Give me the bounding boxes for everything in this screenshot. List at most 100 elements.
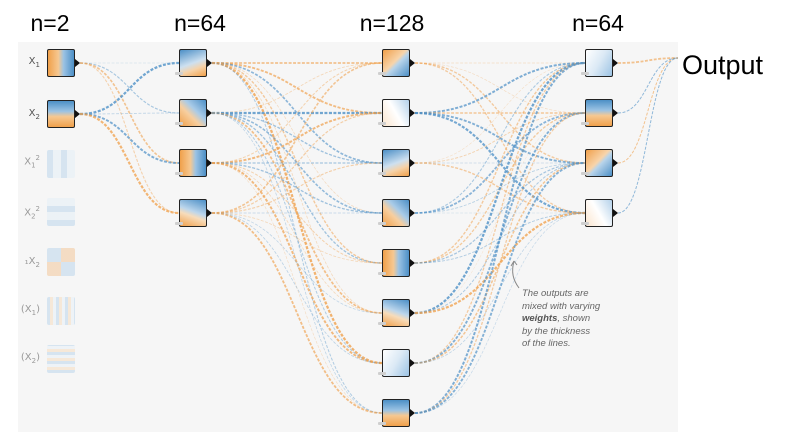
- weight-link: [211, 212, 383, 364]
- neuron-hidden-2-3[interactable]: [382, 149, 410, 177]
- weight-link: [211, 112, 383, 314]
- weight-link: [414, 212, 586, 414]
- weight-link: [211, 162, 383, 214]
- weight-link: [211, 62, 383, 264]
- neuron-hidden-3-2[interactable]: [585, 99, 613, 127]
- feature-label-x1-squared: X12: [24, 154, 40, 170]
- neuron-hidden-1-4[interactable]: [179, 199, 207, 227]
- neuron-input-3[interactable]: [47, 150, 75, 178]
- neuron-output-arrow-icon: [75, 110, 80, 118]
- weight-link: [414, 162, 586, 364]
- neuron-output-arrow-icon: [613, 159, 618, 167]
- weight-link: [414, 62, 586, 264]
- neuron-output-arrow-icon: [613, 59, 618, 67]
- neuron-input-7[interactable]: [47, 345, 75, 373]
- weight-link: [79, 112, 180, 215]
- weight-link: [414, 112, 586, 164]
- weight-link: [414, 112, 586, 214]
- weight-link: [79, 112, 180, 115]
- feature-label-x2: X2: [28, 108, 40, 121]
- neuron-hidden-2-5[interactable]: [382, 249, 410, 277]
- weight-link: [211, 61, 383, 365]
- layer-label-hidden-1: n=64: [174, 10, 226, 36]
- neuron-output-arrow-icon: [207, 159, 212, 167]
- bias-marker: [378, 122, 386, 125]
- neuron-input-5[interactable]: [47, 248, 75, 276]
- weights-callout: The outputs are mixed with varying weigh…: [522, 288, 601, 349]
- bias-marker: [581, 122, 589, 125]
- neuron-hidden-2-1[interactable]: [382, 49, 410, 77]
- neuron-hidden-2-8[interactable]: [382, 399, 410, 427]
- weight-link: [79, 62, 180, 114]
- weight-link: [211, 112, 383, 214]
- weight-link: [414, 62, 586, 164]
- weight-link: [211, 162, 383, 314]
- feature-label-x2-squared: X22: [24, 205, 40, 221]
- weight-link: [414, 162, 586, 214]
- output-link: [617, 57, 679, 64]
- weight-link: [79, 62, 180, 164]
- weight-link: [414, 62, 586, 214]
- output-link: [617, 57, 679, 164]
- weight-link: [414, 111, 586, 215]
- neuron-output-arrow-icon: [613, 109, 618, 117]
- neuron-input-2[interactable]: [47, 100, 75, 128]
- weight-link: [414, 162, 586, 264]
- weight-link: [414, 211, 586, 315]
- neuron-hidden-1-1[interactable]: [179, 49, 207, 77]
- weight-link: [414, 62, 586, 364]
- neuron-input-1[interactable]: [47, 49, 75, 77]
- weight-link: [414, 62, 586, 114]
- callout-arrow-icon: [510, 260, 520, 289]
- weight-link: [79, 61, 180, 116]
- weight-link: [414, 62, 586, 114]
- neuron-output-arrow-icon: [410, 209, 415, 217]
- weight-link: [414, 62, 586, 164]
- feature-label-x1x2: ₁X2: [24, 256, 40, 269]
- weight-link: [211, 112, 383, 164]
- neuron-hidden-2-7[interactable]: [382, 349, 410, 377]
- bias-marker: [378, 422, 386, 425]
- weight-link: [211, 62, 383, 164]
- layer-label-hidden-2: n=128: [359, 10, 425, 36]
- neuron-hidden-3-3[interactable]: [585, 149, 613, 177]
- neuron-output-arrow-icon: [410, 309, 415, 317]
- neuron-output-arrow-icon: [410, 409, 415, 417]
- weight-link: [414, 62, 586, 214]
- bias-marker: [581, 172, 589, 175]
- bias-marker: [175, 222, 183, 225]
- weight-link: [211, 62, 383, 114]
- neuron-hidden-2-6[interactable]: [382, 299, 410, 327]
- neuron-output-arrow-icon: [410, 109, 415, 117]
- bias-marker: [175, 72, 183, 75]
- weight-link: [211, 112, 383, 364]
- neuron-output-arrow-icon: [410, 159, 415, 167]
- bias-marker: [378, 172, 386, 175]
- weight-link: [211, 62, 383, 114]
- neuron-hidden-2-4[interactable]: [382, 199, 410, 227]
- feature-label-sin-x2: (X2): [20, 352, 40, 365]
- neuron-input-4[interactable]: [47, 198, 75, 226]
- bias-marker: [378, 222, 386, 225]
- neuron-input-6[interactable]: [47, 297, 75, 325]
- output-link: [617, 57, 679, 214]
- weight-link: [211, 212, 383, 414]
- neuron-hidden-1-2[interactable]: [179, 99, 207, 127]
- weight-link: [414, 62, 586, 414]
- bias-marker: [581, 222, 589, 225]
- weight-link: [211, 112, 383, 164]
- feature-label-x1: X1: [28, 56, 40, 69]
- weight-link: [79, 113, 180, 164]
- output-label: Output: [682, 50, 764, 80]
- bias-marker: [378, 272, 386, 275]
- neuron-hidden-3-1[interactable]: [585, 49, 613, 77]
- neuron-hidden-3-4[interactable]: [585, 199, 613, 227]
- bias-marker: [175, 172, 183, 175]
- neuron-output-arrow-icon: [207, 209, 212, 217]
- network-canvas: [18, 42, 678, 432]
- weight-link: [414, 162, 586, 214]
- neuron-hidden-1-3[interactable]: [179, 149, 207, 177]
- neuron-hidden-2-2[interactable]: [382, 99, 410, 127]
- bias-marker: [378, 322, 386, 325]
